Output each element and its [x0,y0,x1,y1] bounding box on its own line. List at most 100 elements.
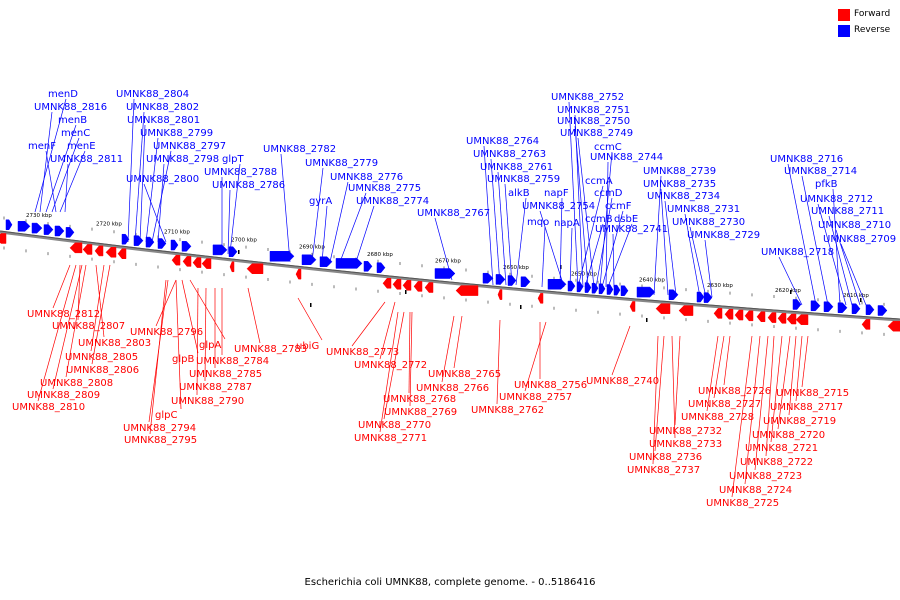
forward-gene-label: UMNK88_2719 [763,416,836,427]
reverse-gene-arrow [157,238,167,249]
forward-gene-arrow [171,254,181,266]
forward-label-leader [731,335,753,498]
forward-gene-arrow [246,263,264,274]
reverse-gene-label: UMNK88_2811 [50,154,123,165]
reverse-label-leader [832,188,841,306]
track-glyph [310,303,312,307]
forward-gene-label: UMNK88_2717 [770,402,843,413]
reverse-gene-arrow [877,305,888,316]
reverse-gene-label: UMNK88_2798 [146,154,219,165]
forward-gene-label: UMNK88_2728 [681,412,754,423]
forward-gene-label: UMNK88_2769 [384,407,457,418]
forward-gene-arrow [192,257,202,268]
reverse-label-leader [660,188,669,296]
forward-label-leader [189,279,226,340]
reverse-gene-label: UMNK88_2801 [127,115,200,126]
reverse-gene-label: menD [48,89,78,100]
reverse-gene-label: UMNK88_2714 [784,166,857,177]
forward-label-leader [181,279,199,354]
reverse-gene-label: pfkB [815,179,838,190]
scale-tick-label: 2630 kbp [707,283,733,289]
forward-label-leader [524,321,547,392]
reverse-gene-label: UMNK88_2750 [557,116,630,127]
reverse-label-leader [584,223,604,288]
forward-gene-arrow [69,242,83,254]
reverse-gene-arrow [668,289,679,301]
forward-gene-label: UMNK88_2794 [123,423,196,434]
forward-gene-arrow [229,261,235,273]
forward-gene-label: UMNK88_2726 [698,386,771,397]
forward-gene-arrow [0,233,7,244]
reverse-label-leader [653,175,662,296]
reverse-gene-label: UMNK88_2741 [595,224,668,235]
forward-gene-arrow [455,285,479,296]
forward-label-leader [247,287,261,344]
forward-label-leader [149,279,167,435]
reverse-label-leader [601,210,624,288]
forward-gene-arrow [795,314,809,325]
track-glyph [238,250,240,254]
forward-gene-arrow [402,280,412,291]
reverse-gene-arrow [319,256,333,267]
reverse-gene-arrow [54,225,65,237]
legend-reverse-swatch [838,25,850,37]
reverse-gene-label: UMNK88_2804 [116,89,189,100]
reverse-gene-arrow [636,286,656,298]
reverse-label-leader [568,101,579,288]
reverse-gene-label: UMNK88_2786 [212,180,285,191]
track-glyph [520,305,522,309]
forward-label-leader [65,264,87,378]
forward-label-leader [441,315,455,383]
reverse-gene-label: UMNK88_2729 [687,230,760,241]
reverse-gene-arrow [495,274,506,285]
forward-gene-label: UMNK88_2737 [627,465,700,476]
reverse-gene-arrow [792,299,802,310]
reverse-label-leader [39,111,53,213]
scale-tick-label: 2710 kbp [164,230,190,236]
reverse-gene-label: UMNK88_2799 [140,128,213,139]
reverse-label-leader [515,197,527,286]
reverse-label-leader [541,226,546,288]
reverse-label-leader [574,125,589,288]
reverse-gene-label: napF [544,188,569,199]
reverse-gene-label: alkB [508,188,530,199]
reverse-label-leader [577,185,604,288]
forward-gene-arrow [724,309,734,320]
reverse-gene-arrow [5,219,13,231]
forward-gene-arrow [629,301,636,312]
forward-label-leader [52,264,71,309]
forward-label-leader [453,315,463,369]
forward-gene-label: UMNK88_2765 [428,369,501,380]
reverse-gene-label: UMNK88_2800 [126,174,199,185]
reverse-label-leader [490,158,501,286]
reverse-gene-label: UMNK88_2710 [818,220,891,231]
reverse-label-leader [311,167,324,263]
reverse-gene-label: UMNK88_2782 [263,144,336,155]
reverse-gene-arrow [810,300,821,312]
forward-gene-label: UMNK88_2720 [752,430,825,441]
forward-label-leader [155,279,177,327]
forward-label-leader [777,335,791,430]
forward-gene-label: UMNK88_2757 [499,392,572,403]
reverse-label-leader [51,137,80,213]
reverse-gene-arrow [696,291,705,303]
reverse-gene-label: UMNK88_2712 [800,194,873,205]
reverse-gene-label: dsbE [614,214,638,225]
scale-tick-label: 2700 kbp [231,237,257,243]
scale-tick-label: 2660 kbp [503,265,529,271]
forward-gene-arrow [424,282,434,293]
reverse-label-leader [607,223,633,288]
reverse-label-leader [139,124,146,243]
reverse-gene-label: ccmC [594,142,622,153]
forward-gene-arrow [382,278,392,289]
reverse-gene-arrow [851,303,861,314]
reverse-label-leader [134,111,145,243]
reverse-gene-arrow [591,282,599,294]
forward-gene-arrow [117,248,127,259]
legend-forward-label: Forward [854,9,891,19]
reverse-gene-label: UMNK88_2776 [330,172,403,183]
reverse-gene-label: UMNK88_2752 [551,92,624,103]
reverse-gene-label: UMNK88_2730 [672,217,745,228]
forward-gene-label: UMNK88_2736 [629,452,702,463]
